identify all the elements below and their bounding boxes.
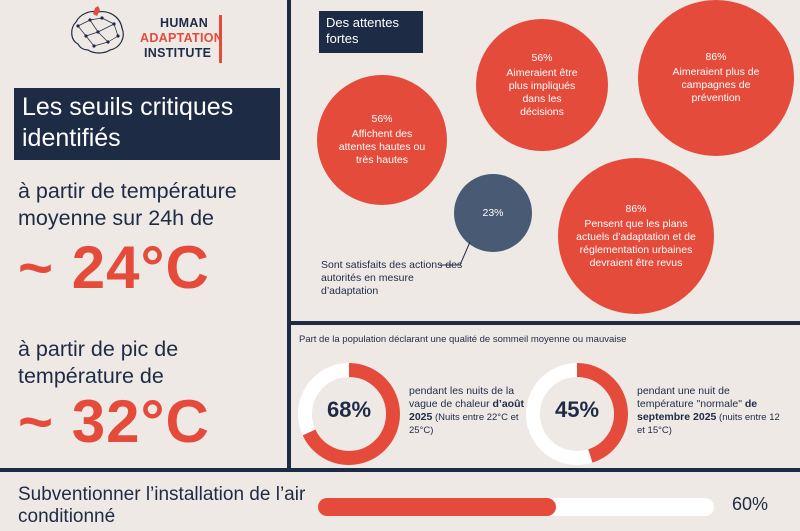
logo-accent-bar xyxy=(219,15,222,63)
air-conditioning-bar-fill xyxy=(318,498,556,516)
brain-network-icon xyxy=(71,6,124,54)
threshold-1-value: ~ 24°C xyxy=(18,234,210,301)
threshold-2-value: ~ 32°C xyxy=(18,388,210,455)
bubble-prevention: 86% Aimeraient plus de campagnes de prév… xyxy=(638,0,794,156)
thresholds-title: Les seuils critiques identifiés xyxy=(14,88,280,160)
horizontal-divider-right xyxy=(287,321,800,325)
desc-highlight: d’août 2025 xyxy=(409,398,524,423)
connector-line xyxy=(440,241,471,266)
donut-pct-normal: 45% xyxy=(554,397,600,422)
bubble-label: Aimeraient être plus impliqués dans les … xyxy=(506,66,578,118)
bottom-divider xyxy=(0,468,800,472)
threshold-1-text: à partir de température moyenne sur 24h … xyxy=(18,179,237,230)
bubble-label: Aimeraient plus de campagnes de préventi… xyxy=(672,66,760,104)
bubble-pct: 56% xyxy=(531,51,553,64)
sleep-desc-normal: pendant une nuit de température "normale… xyxy=(637,385,787,437)
donut-fill xyxy=(526,363,628,465)
bubble-label: Pensent que les plans actuels d’adaptati… xyxy=(576,217,696,269)
sleep-donut-normal xyxy=(526,363,628,465)
desc-text: pendant une nuit de température "normale… xyxy=(637,385,745,410)
bubble-expectations-high: 56% Affichent des attentes hautes ou trè… xyxy=(317,75,447,205)
desc-text: pendant les nuits de la vague de chaleur xyxy=(409,385,515,410)
bubble-pct: 86% xyxy=(705,51,727,63)
desc-highlight: de septembre 2025 xyxy=(637,398,758,423)
donut-fill xyxy=(298,363,400,465)
sleep-section-title: Part de la population déclarant une qual… xyxy=(299,334,627,345)
air-conditioning-bar-track xyxy=(318,498,714,516)
desc-note: (nuits entre 12 et 15°C) xyxy=(637,412,780,436)
logo-line-1: HUMAN xyxy=(160,16,209,30)
air-conditioning-value: 60% xyxy=(732,494,769,514)
bubble-plans-revision: 86% Pensent que les plans actuels d’adap… xyxy=(558,158,714,314)
sleep-donut-heatwave xyxy=(298,363,400,465)
sleep-desc-heatwave: pendant les nuits de la vague de chaleur… xyxy=(409,385,544,437)
satisfied-label: Sont satisfaits des actions des autorité… xyxy=(321,259,463,297)
bubble-satisfied: 23% xyxy=(454,174,532,252)
donut-pct-heatwave: 68% xyxy=(326,397,372,422)
bubble-pct: 56% xyxy=(371,113,393,125)
bubble-pct: 86% xyxy=(625,202,647,215)
vertical-divider xyxy=(287,0,291,470)
logo-text: HUMAN ADAPTATION INSTITUTE xyxy=(140,16,223,61)
threshold-2-text: à partir de pic de température de xyxy=(18,337,179,388)
desc-note: (Nuits entre 22°C et 25°C) xyxy=(409,412,519,436)
air-conditioning-label: Subventionner l’installation de l’air co… xyxy=(18,484,306,527)
bubble-label: Affichent des attentes hautes ou très ha… xyxy=(338,128,426,166)
logo-line-3: INSTITUTE xyxy=(144,46,212,60)
expectations-title: Des attentes fortes xyxy=(319,11,423,53)
logo-line-2: ADAPTATION xyxy=(140,31,224,45)
bubble-involvement: 56% Aimeraient être plus impliqués dans … xyxy=(476,19,608,151)
bubble-pct: 23% xyxy=(482,206,504,219)
